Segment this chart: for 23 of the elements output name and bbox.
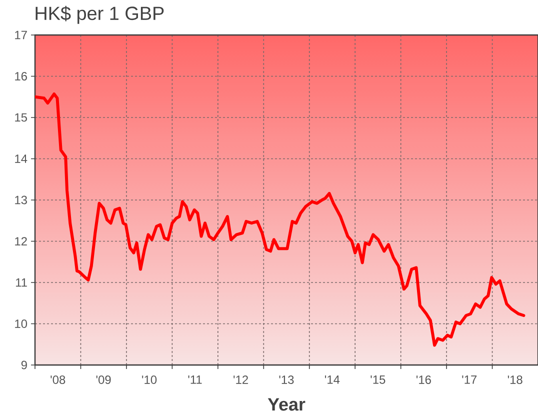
- x-tick-label: '11: [188, 376, 202, 384]
- y-tick-label: 17: [15, 30, 27, 40]
- x-tick-label: '09: [96, 376, 111, 384]
- y-tick-label: 9: [21, 360, 27, 370]
- x-tick-label: '10: [142, 376, 157, 384]
- x-tick-label: '16: [416, 376, 431, 384]
- line-series: [35, 92, 526, 347]
- y-tick-label: 14: [15, 154, 28, 163]
- x-tick-label: '14: [324, 376, 340, 384]
- x-tick-label: '13: [279, 376, 294, 384]
- x-tick-label: '17: [462, 376, 477, 384]
- y-tick-label: 11: [16, 278, 27, 287]
- x-axis-title: Year: [268, 398, 306, 411]
- y-tick-label: 15: [15, 113, 27, 122]
- y-tick-label: 10: [15, 320, 28, 328]
- y-tick-label: 16: [15, 72, 27, 80]
- x-tick-label: '12: [234, 376, 248, 384]
- y-tick-label: 13: [15, 196, 27, 204]
- x-tick-label: '15: [370, 376, 386, 384]
- chart-title: HK$ per 1 GBP: [36, 6, 164, 24]
- x-tick-label: '18: [508, 376, 522, 384]
- x-tick-label: '08: [50, 376, 66, 384]
- y-tick-label: 12: [15, 237, 27, 246]
